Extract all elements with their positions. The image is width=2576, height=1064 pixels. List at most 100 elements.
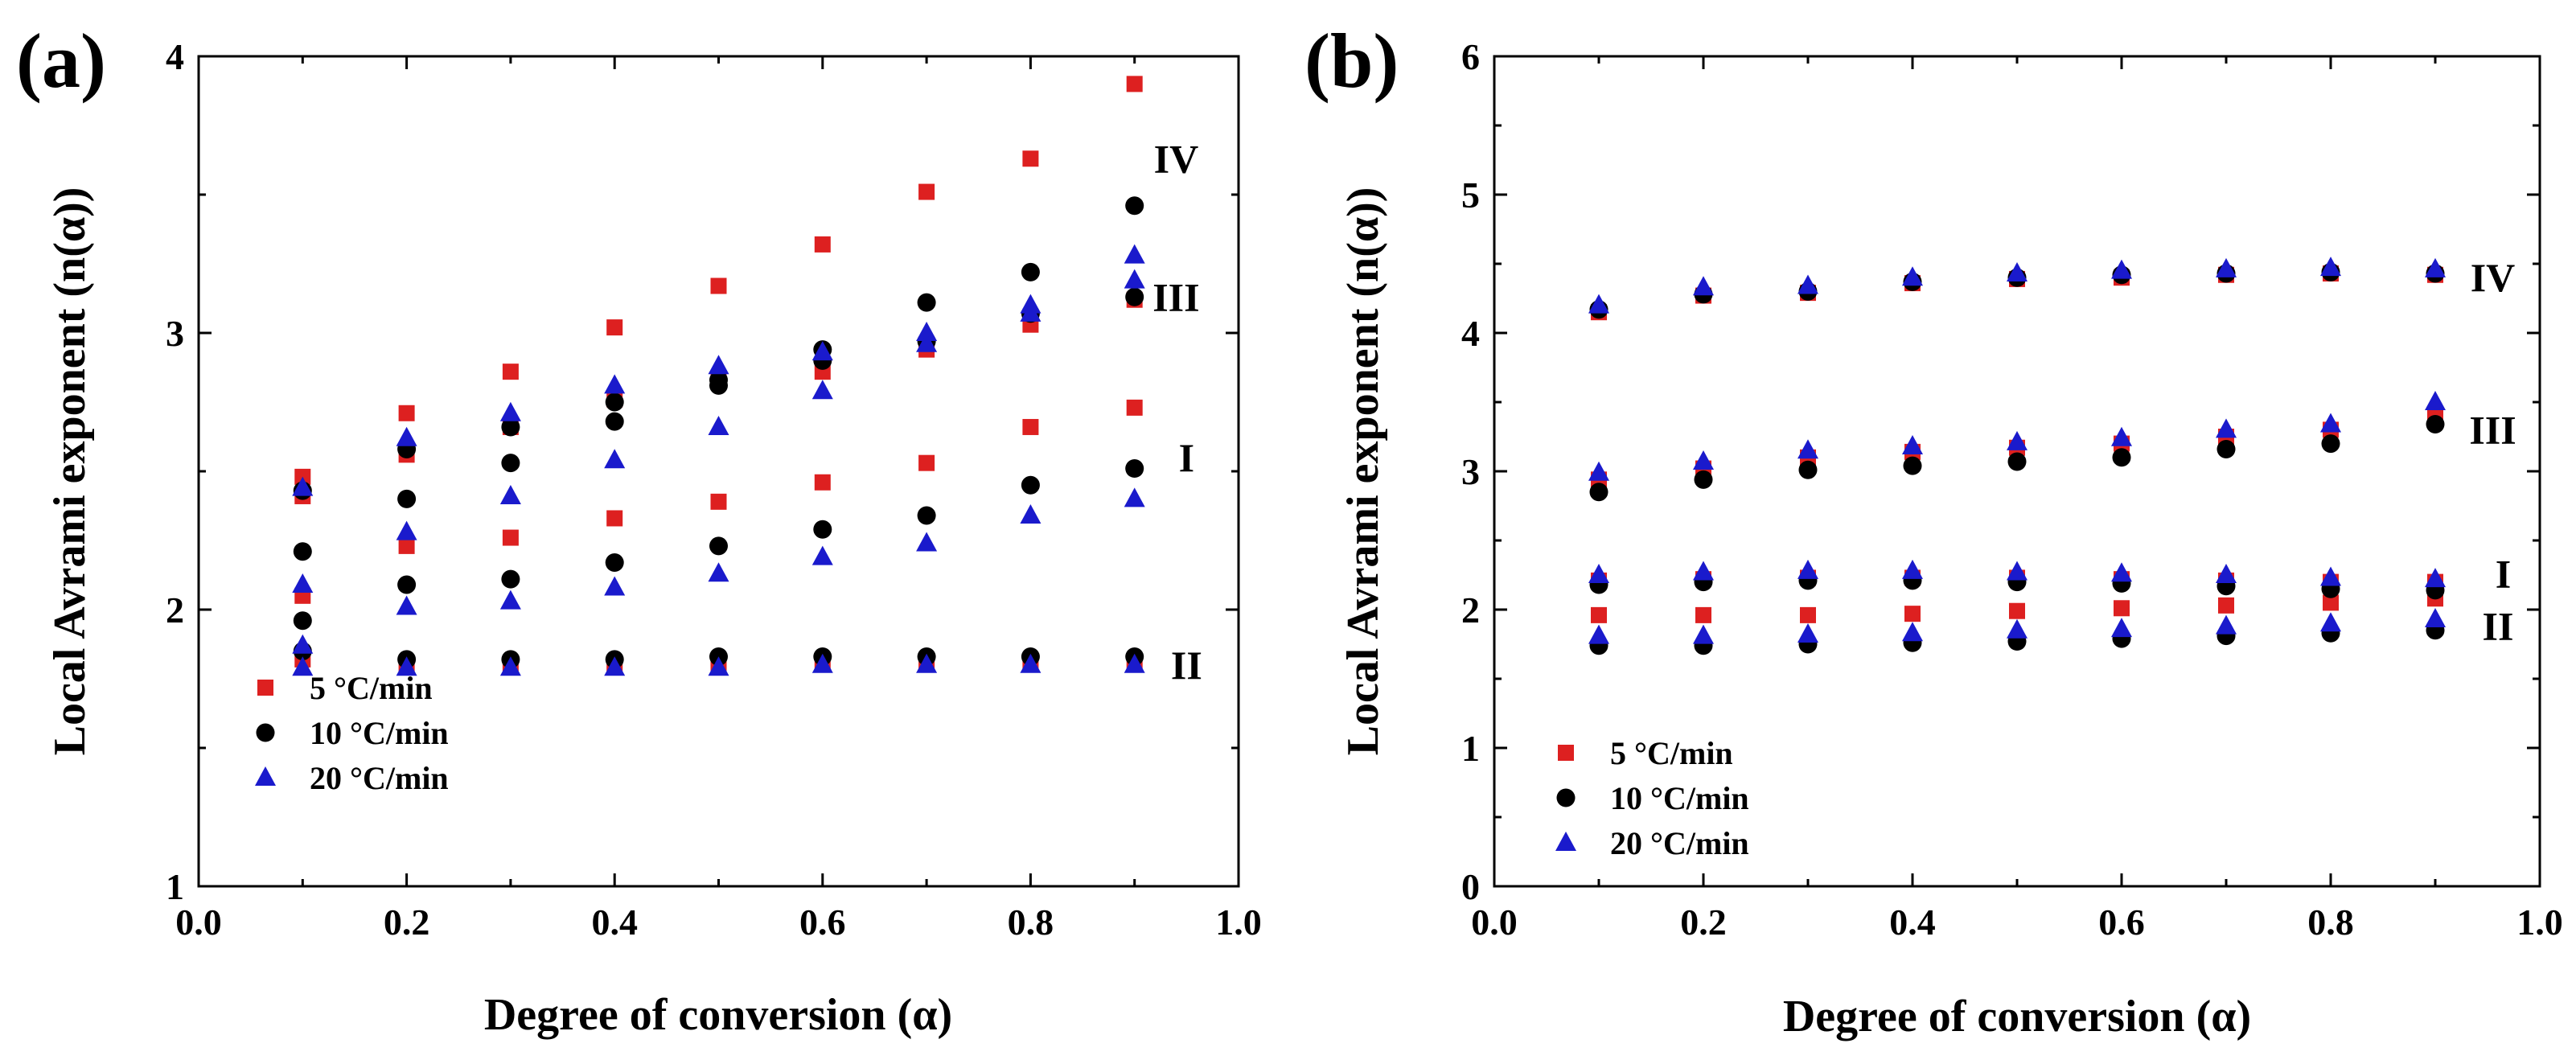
marker-triangle-20-c-min xyxy=(2111,426,2132,446)
marker-square-5-c-min xyxy=(398,405,415,421)
legend-label: 5 °C/min xyxy=(1610,735,1733,771)
marker-square-5-c-min xyxy=(606,510,623,527)
marker-circle-10-c-min xyxy=(2426,415,2445,434)
marker-circle-10-c-min xyxy=(501,417,520,437)
marker-triangle-20-c-min xyxy=(1020,504,1041,524)
marker-circle-10-c-min xyxy=(1125,459,1144,479)
marker-square-5-c-min xyxy=(1695,606,1711,623)
panel-b-tick-labels: 0.0 0.2 0.4 0.6 0.8 1.0 0 1 2 3 4 5 6 xyxy=(1461,36,2563,943)
marker-square-5-c-min xyxy=(710,493,727,510)
marker-triangle-20-c-min xyxy=(1124,269,1145,289)
marker-circle-10-c-min xyxy=(2217,439,2236,458)
legend-label: 10 °C/min xyxy=(1610,780,1749,816)
marker-circle-10-c-min xyxy=(2112,448,2131,467)
x-tick-label: 0.8 xyxy=(2307,902,2354,943)
marker-triangle-20-c-min xyxy=(811,653,833,673)
marker-triangle-20-c-min xyxy=(916,532,938,552)
legend-marker-square xyxy=(1558,745,1574,761)
marker-triangle-20-c-min xyxy=(1797,274,1818,294)
region-label: I xyxy=(2496,551,2511,596)
legend-marker-circle xyxy=(256,723,275,742)
marker-circle-10-c-min xyxy=(293,611,312,631)
marker-triangle-20-c-min xyxy=(2111,259,2132,279)
marker-circle-10-c-min xyxy=(1125,196,1144,216)
panel-b-label: (b) xyxy=(1304,18,1399,104)
y-tick-label: 3 xyxy=(166,313,184,354)
marker-triangle-20-c-min xyxy=(1588,294,1609,314)
marker-circle-10-c-min xyxy=(605,392,624,412)
marker-triangle-20-c-min xyxy=(2007,430,2028,450)
marker-triangle-20-c-min xyxy=(396,520,417,540)
marker-triangle-20-c-min xyxy=(2425,608,2446,628)
y-tick-label: 2 xyxy=(166,590,184,631)
panel-a-markers xyxy=(292,76,1145,676)
marker-square-5-c-min xyxy=(1126,399,1143,416)
marker-square-5-c-min xyxy=(502,364,519,380)
marker-square-5-c-min xyxy=(710,277,727,294)
region-label: III xyxy=(1152,274,1199,319)
y-tick-label: 6 xyxy=(1461,36,1480,77)
marker-triangle-20-c-min xyxy=(2216,614,2237,635)
marker-circle-10-c-min xyxy=(917,293,936,312)
marker-square-5-c-min xyxy=(814,474,831,491)
marker-square-5-c-min xyxy=(2323,594,2339,611)
marker-triangle-20-c-min xyxy=(396,426,417,446)
panel-a-y-axis-title: Local Avrami exponent (n(α)) xyxy=(45,187,95,756)
panel-b-legend: 5 °C/min 10 °C/min 20 °C/min xyxy=(1555,735,1749,861)
marker-circle-10-c-min xyxy=(397,489,417,508)
marker-circle-10-c-min xyxy=(293,542,312,561)
marker-triangle-20-c-min xyxy=(499,656,521,676)
panel-b-markers xyxy=(1588,257,2446,655)
region-label: I xyxy=(1179,435,1194,480)
marker-triangle-20-c-min xyxy=(708,656,729,676)
marker-triangle-20-c-min xyxy=(604,576,626,596)
marker-triangle-20-c-min xyxy=(2216,418,2237,438)
marker-triangle-20-c-min xyxy=(1693,561,1714,581)
marker-triangle-20-c-min xyxy=(499,590,521,610)
marker-triangle-20-c-min xyxy=(292,573,314,594)
marker-square-5-c-min xyxy=(918,183,935,200)
panel-a-ticks xyxy=(197,55,1240,888)
panel-b-ticks xyxy=(1493,55,2541,888)
panel-b-y-axis-title: Local Avrami exponent (n(α)) xyxy=(1338,187,1388,756)
marker-triangle-20-c-min xyxy=(1020,653,1041,673)
marker-square-5-c-min xyxy=(606,319,623,336)
legend-label: 5 °C/min xyxy=(310,670,433,706)
panel-a-x-axis-title: Degree of conversion (α) xyxy=(484,990,952,1040)
marker-circle-10-c-min xyxy=(501,569,520,589)
marker-triangle-20-c-min xyxy=(1588,564,1609,583)
marker-triangle-20-c-min xyxy=(2425,257,2446,277)
marker-triangle-20-c-min xyxy=(708,562,729,582)
marker-triangle-20-c-min xyxy=(811,545,833,565)
marker-triangle-20-c-min xyxy=(292,656,314,676)
marker-circle-10-c-min xyxy=(1694,470,1713,489)
marker-circle-10-c-min xyxy=(1021,475,1040,495)
marker-circle-10-c-min xyxy=(1798,460,1818,479)
marker-triangle-20-c-min xyxy=(1797,622,1818,643)
marker-triangle-20-c-min xyxy=(1588,624,1609,644)
marker-square-5-c-min xyxy=(1022,150,1039,167)
marker-circle-10-c-min xyxy=(2321,434,2340,454)
panel-a-tick-labels: 0.0 0.2 0.4 0.6 0.8 1.0 1 2 3 4 xyxy=(166,36,1262,943)
marker-triangle-20-c-min xyxy=(1797,439,1818,459)
marker-triangle-20-c-min xyxy=(1693,450,1714,470)
marker-triangle-20-c-min xyxy=(396,595,417,615)
region-label: IV xyxy=(2471,255,2516,300)
marker-circle-10-c-min xyxy=(605,553,624,573)
marker-square-5-c-min xyxy=(918,454,935,471)
marker-triangle-20-c-min xyxy=(2320,612,2341,632)
marker-triangle-20-c-min xyxy=(2320,566,2341,586)
x-tick-label: 0.4 xyxy=(591,902,638,943)
marker-triangle-20-c-min xyxy=(1124,244,1145,264)
x-tick-label: 1.0 xyxy=(2516,902,2563,943)
x-tick-label: 0.8 xyxy=(1008,902,1054,943)
marker-triangle-20-c-min xyxy=(1902,622,1923,642)
marker-triangle-20-c-min xyxy=(1693,624,1714,644)
marker-triangle-20-c-min xyxy=(499,401,521,421)
region-label: II xyxy=(2483,604,2514,649)
legend-label: 20 °C/min xyxy=(310,760,449,796)
marker-triangle-20-c-min xyxy=(811,341,833,361)
marker-triangle-20-c-min xyxy=(2320,257,2341,277)
